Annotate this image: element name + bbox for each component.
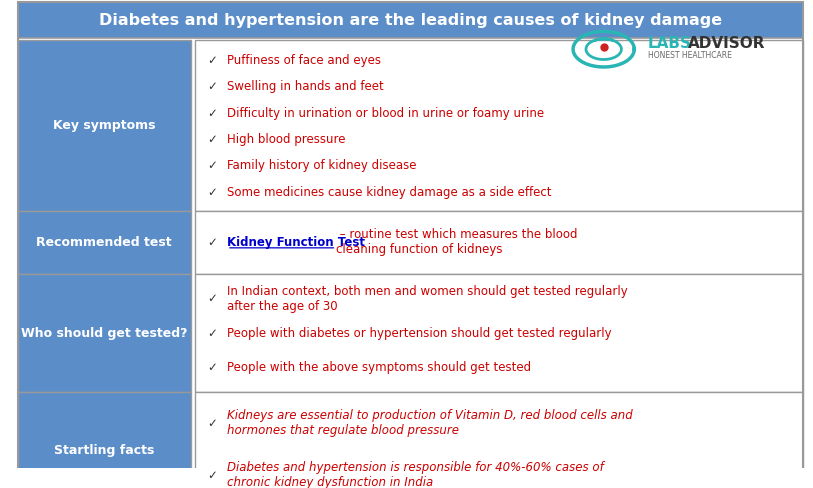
FancyBboxPatch shape bbox=[18, 2, 803, 39]
Text: People with the above symptoms should get tested: People with the above symptoms should ge… bbox=[227, 361, 531, 374]
Text: – routine test which measures the blood
cleaning function of kidneys: – routine test which measures the blood … bbox=[337, 228, 578, 256]
Text: ✓: ✓ bbox=[207, 236, 218, 249]
Text: Who should get tested?: Who should get tested? bbox=[21, 326, 188, 340]
Text: ✓: ✓ bbox=[207, 292, 218, 305]
Text: In Indian context, both men and women should get tested regularly
after the age : In Indian context, both men and women sh… bbox=[227, 285, 628, 312]
Text: LABS: LABS bbox=[648, 36, 692, 51]
Text: Difficulty in urination or blood in urine or foamy urine: Difficulty in urination or blood in urin… bbox=[227, 107, 544, 120]
FancyBboxPatch shape bbox=[195, 41, 803, 211]
Text: People with diabetes or hypertension should get tested regularly: People with diabetes or hypertension sho… bbox=[227, 326, 611, 340]
Text: Some medicines cause kidney damage as a side effect: Some medicines cause kidney damage as a … bbox=[227, 185, 551, 199]
Text: Family history of kidney disease: Family history of kidney disease bbox=[227, 159, 416, 172]
FancyBboxPatch shape bbox=[195, 211, 803, 274]
Text: Swelling in hands and feet: Swelling in hands and feet bbox=[227, 81, 384, 93]
FancyBboxPatch shape bbox=[195, 391, 803, 488]
Text: Recommended test: Recommended test bbox=[37, 236, 172, 249]
Text: Kidney Function Test: Kidney Function Test bbox=[227, 236, 365, 249]
Text: Kidneys are essential to production of Vitamin D, red blood cells and
hormones t: Kidneys are essential to production of V… bbox=[227, 409, 633, 437]
Text: Key symptoms: Key symptoms bbox=[53, 119, 155, 132]
Text: High blood pressure: High blood pressure bbox=[227, 133, 346, 146]
Text: ✓: ✓ bbox=[207, 107, 218, 120]
FancyBboxPatch shape bbox=[18, 41, 191, 211]
Text: ✓: ✓ bbox=[207, 81, 218, 93]
Text: Diabetes and hypertension is responsible for 40%-60% cases of
chronic kidney dys: Diabetes and hypertension is responsible… bbox=[227, 461, 604, 488]
FancyBboxPatch shape bbox=[18, 274, 191, 391]
Text: ✓: ✓ bbox=[207, 326, 218, 340]
Text: Puffiness of face and eyes: Puffiness of face and eyes bbox=[227, 54, 381, 67]
Text: ADVISOR: ADVISOR bbox=[689, 36, 766, 51]
Text: ✓: ✓ bbox=[207, 54, 218, 67]
Text: Diabetes and hypertension are the leading causes of kidney damage: Diabetes and hypertension are the leadin… bbox=[99, 13, 722, 28]
Text: ✓: ✓ bbox=[207, 159, 218, 172]
Text: Startling facts: Startling facts bbox=[54, 444, 154, 457]
FancyBboxPatch shape bbox=[195, 274, 803, 391]
Text: HONEST HEALTHCARE: HONEST HEALTHCARE bbox=[648, 51, 732, 60]
FancyBboxPatch shape bbox=[18, 211, 191, 274]
Text: ✓: ✓ bbox=[207, 185, 218, 199]
Text: ✓: ✓ bbox=[207, 361, 218, 374]
Text: ✓: ✓ bbox=[207, 417, 218, 430]
Text: ✓: ✓ bbox=[207, 133, 218, 146]
Text: ✓: ✓ bbox=[207, 469, 218, 482]
FancyBboxPatch shape bbox=[18, 391, 191, 488]
